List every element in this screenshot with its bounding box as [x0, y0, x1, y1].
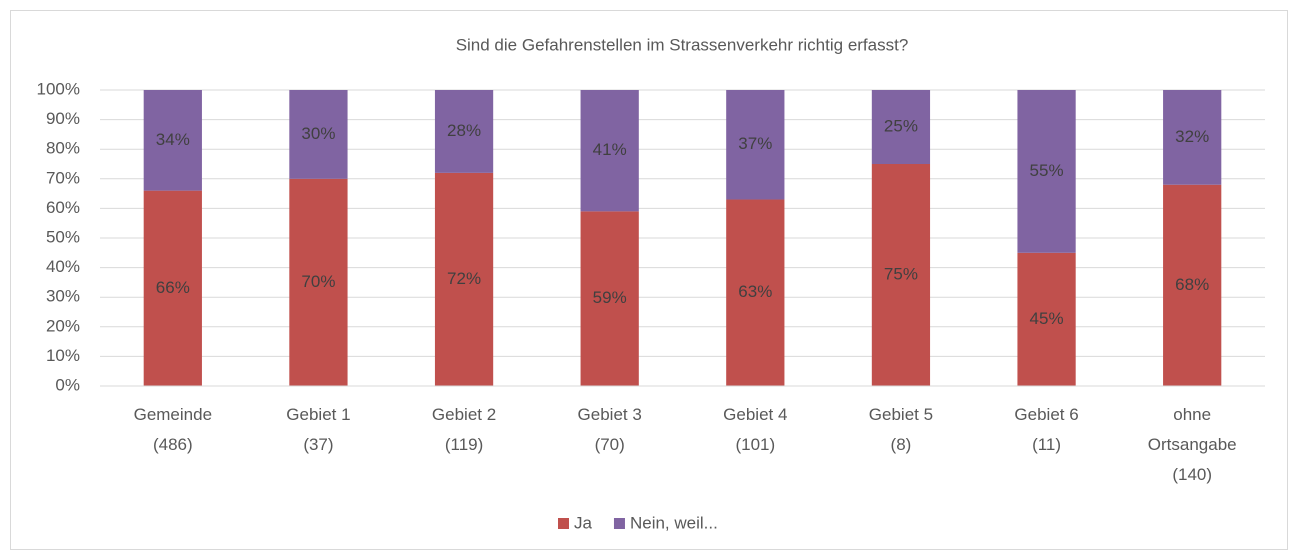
data-label: 32% [1175, 127, 1209, 146]
y-tick-label: 50% [46, 227, 80, 246]
bar-segment [289, 178, 348, 386]
y-tick-label: 70% [46, 168, 80, 187]
bar-segment [143, 190, 202, 386]
x-tick-label: Gemeinde (486) [134, 405, 212, 454]
x-tick-label: Gebiet 4 (101) [723, 405, 787, 454]
bar-segment [726, 90, 785, 200]
data-label: 70% [301, 272, 335, 291]
x-tick-label: Gebiet 5 (8) [869, 405, 933, 454]
data-label: 63% [738, 282, 772, 301]
data-label: 66% [156, 278, 190, 297]
y-tick-label: 20% [46, 316, 80, 335]
data-label: 75% [884, 264, 918, 283]
bar-segment [434, 90, 494, 173]
y-tick-label: 60% [46, 198, 80, 217]
legend-swatch [558, 518, 569, 529]
x-tick-label: Gebiet 6 (11) [1014, 405, 1078, 454]
y-tick-label: 90% [46, 109, 80, 128]
legend-swatch [613, 518, 625, 529]
data-label: 34% [156, 130, 190, 149]
legend-label: Ja [574, 513, 593, 532]
data-label: 30% [301, 124, 335, 143]
bar-segment [289, 90, 348, 179]
data-label: 37% [738, 134, 772, 153]
bar-segment [580, 211, 639, 386]
data-label: 68% [1175, 275, 1209, 294]
y-tick-label: 100% [37, 79, 80, 98]
y-tick-label: 30% [46, 287, 80, 306]
data-label: 28% [447, 121, 481, 140]
bar-segment [1017, 252, 1076, 386]
x-tick-label: Gebiet 3 (70) [578, 405, 642, 454]
y-tick-label: 40% [46, 257, 80, 276]
y-tick-label: 80% [46, 139, 80, 158]
bar-segment [726, 199, 785, 386]
bar-segment [1163, 184, 1222, 386]
bar-segment [1163, 90, 1222, 185]
x-tick-label: ohne Ortsangabe (140) [1148, 405, 1237, 484]
y-tick-label: 0% [55, 375, 80, 394]
chart-title: Sind die Gefahrenstellen im Strassenverk… [456, 35, 909, 54]
x-tick-label: Gebiet 1 (37) [286, 405, 350, 454]
bar-segment [871, 90, 931, 164]
x-tick-label: Gebiet 2 (119) [432, 405, 496, 454]
bar-segment [580, 90, 639, 212]
data-label: 45% [1030, 309, 1064, 328]
y-tick-label: 10% [46, 346, 80, 365]
data-label: 55% [1030, 161, 1064, 180]
chart-border [10, 10, 1288, 550]
data-label: 25% [884, 116, 918, 135]
bar-segment [434, 172, 494, 386]
bar-segment [1017, 90, 1076, 253]
data-label: 72% [447, 269, 481, 288]
data-label: 41% [593, 140, 627, 159]
legend-label: Nein, weil... [630, 513, 718, 532]
bar-segment [143, 90, 202, 191]
bar-segment [871, 164, 931, 386]
data-label: 59% [593, 288, 627, 307]
